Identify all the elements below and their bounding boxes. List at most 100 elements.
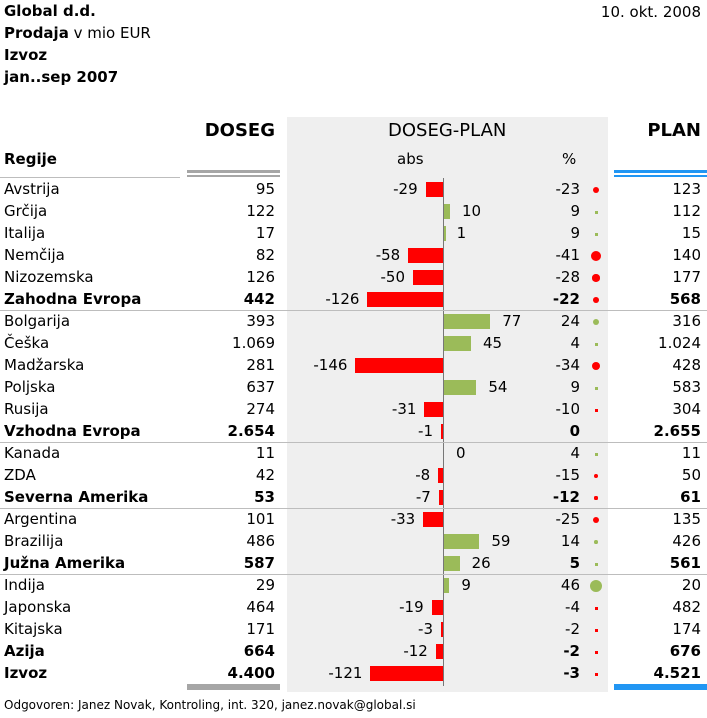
actual-value: 274	[246, 400, 275, 418]
pct-indicator-dot	[592, 318, 600, 326]
table-row: Japonska 464 482 -4 -19	[0, 596, 707, 618]
variance-label: -121	[328, 664, 363, 682]
period-label: jan..sep 2007	[4, 68, 119, 86]
actual-value: 1.069	[232, 334, 275, 352]
pct-indicator-dot	[594, 474, 598, 478]
plan-header-bar-2	[614, 175, 707, 177]
region-label: Severna Amerika	[4, 488, 149, 506]
variance-label: -58	[375, 246, 401, 264]
actual-header-bar-2	[187, 175, 280, 177]
pct-indicator-dot	[592, 274, 600, 282]
plan-value: 482	[672, 598, 701, 616]
pct-indicator-dot	[594, 606, 598, 610]
actual-value: 2.654	[227, 422, 275, 440]
table-row: Izvoz 4.400 4.521 -3 -121	[0, 662, 707, 684]
region-label: Nemčija	[4, 246, 65, 264]
measure-title: Prodaja	[4, 24, 69, 42]
actual-header-bar	[187, 170, 280, 173]
plan-value: 140	[672, 246, 701, 264]
variance-label: -31	[391, 400, 417, 418]
pct-value: 14	[560, 532, 580, 550]
pct-indicator-dot	[591, 361, 601, 371]
pct-indicator-dot	[594, 452, 598, 456]
pct-value: 9	[570, 378, 580, 396]
plan-value: 428	[672, 356, 701, 374]
pct-value: -15	[555, 466, 581, 484]
variance-bar	[444, 534, 480, 549]
region-label: Grčija	[4, 202, 48, 220]
region-label: Rusija	[4, 400, 49, 418]
actual-value: 101	[246, 510, 275, 528]
table-row: Nemčija 82 140 -41 -58	[0, 244, 707, 266]
pct-indicator-dot	[594, 650, 598, 654]
pct-value: -12	[552, 488, 580, 506]
variance-label: -29	[393, 180, 418, 198]
pct-indicator-dot	[592, 516, 600, 524]
table-row: ZDA 42 50 -15 -8	[0, 464, 707, 486]
actual-value: 587	[243, 554, 275, 572]
variance-label: -7	[415, 488, 431, 506]
group-separator	[0, 508, 707, 509]
variance-bar	[441, 622, 443, 637]
plan-value: 1.024	[658, 334, 701, 352]
pct-indicator-dot	[593, 297, 599, 303]
region-label: Izvoz	[4, 664, 48, 682]
actual-value: 4.400	[227, 664, 275, 682]
region-label: Poljska	[4, 378, 56, 396]
actual-value: 122	[246, 202, 275, 220]
pct-value: 4	[570, 334, 580, 352]
variance-bar	[438, 468, 443, 483]
region-label: Bolgarija	[4, 312, 71, 330]
table-row: Južna Amerika 587 561 5 26	[0, 552, 707, 574]
pct-indicator-dot	[594, 540, 598, 544]
variance-label: -8	[415, 466, 431, 484]
col-header-region: Regije	[4, 150, 57, 168]
region-label: Argentina	[4, 510, 78, 528]
actual-value: 11	[255, 444, 275, 462]
pct-value: -28	[555, 268, 581, 286]
col-header-variance: DOSEG-PLAN	[388, 120, 507, 141]
pct-indicator-dot	[590, 250, 602, 262]
pct-indicator-dot	[594, 496, 598, 500]
variance-label: -3	[418, 620, 433, 638]
variance-label: 45	[483, 334, 503, 352]
variance-bar	[408, 248, 443, 263]
variance-bar	[438, 490, 443, 505]
region-label: Kanada	[4, 444, 61, 462]
variance-bar	[441, 424, 443, 439]
actual-value: 171	[246, 620, 275, 638]
header-rule	[0, 177, 180, 178]
pct-indicator-dot	[590, 580, 602, 592]
col-header-pct: %	[562, 150, 577, 168]
pct-value: -34	[555, 356, 581, 374]
region-label: Vzhodna Evropa	[4, 422, 141, 440]
actual-value: 126	[246, 268, 275, 286]
region-label: Kitajska	[4, 620, 63, 638]
region-label: Zahodna Evropa	[4, 290, 142, 308]
actual-value: 82	[255, 246, 275, 264]
plan-value: 11	[681, 444, 701, 462]
variance-bar	[355, 358, 443, 373]
pct-value: -2	[563, 642, 580, 660]
actual-value: 53	[254, 488, 275, 506]
variance-label: 59	[491, 532, 511, 550]
region-label: Južna Amerika	[4, 554, 126, 572]
col-header-actual: DOSEG	[204, 120, 275, 141]
pct-indicator-dot	[594, 386, 598, 390]
plan-value: 15	[681, 224, 701, 242]
col-header-abs: abs	[397, 150, 424, 168]
table-row: Češka 1.069 1.024 4 45	[0, 332, 707, 354]
actual-value: 486	[246, 532, 275, 550]
pct-value: -41	[555, 246, 581, 264]
plan-value: 174	[672, 620, 701, 638]
table-row: Madžarska 281 428 -34 -146	[0, 354, 707, 376]
table-row: Vzhodna Evropa 2.654 2.655 0 -1	[0, 420, 707, 442]
plan-value: 583	[672, 378, 701, 396]
plan-value: 177	[672, 268, 701, 286]
pct-indicator-dot	[594, 672, 598, 676]
table-row: Bolgarija 393 316 24 77	[0, 310, 707, 332]
variance-bar	[444, 556, 460, 571]
pct-value: 0	[569, 422, 580, 440]
pct-value: 5	[569, 554, 580, 572]
plan-value: 568	[669, 290, 701, 308]
